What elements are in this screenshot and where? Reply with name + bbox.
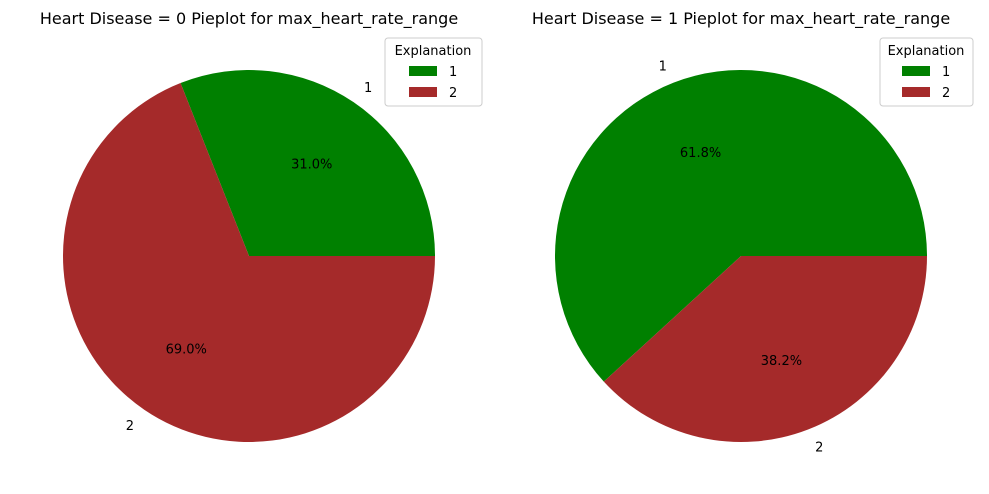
pie-slices: 61.8% 1 38.2% 2 bbox=[555, 59, 927, 456]
legend-label: 2 bbox=[942, 86, 950, 101]
slice-category-label: 2 bbox=[815, 441, 823, 456]
legend-title: Explanation bbox=[395, 44, 472, 59]
pie-panel-heart-disease-0: Heart Disease = 0 Pieplot for max_heart_… bbox=[40, 9, 483, 442]
legend-title: Explanation bbox=[888, 44, 965, 59]
legend-label: 1 bbox=[942, 65, 950, 80]
legend-label: 2 bbox=[449, 86, 457, 101]
slice-category-label: 1 bbox=[364, 81, 372, 96]
legend-swatch bbox=[409, 66, 437, 76]
slice-percent-label: 61.8% bbox=[680, 146, 721, 161]
pie-slice-1 bbox=[180, 69, 435, 256]
legend: Explanation 1 2 bbox=[879, 37, 974, 107]
slice-category-label: 2 bbox=[126, 419, 134, 434]
legend-label: 1 bbox=[449, 65, 457, 80]
chart-title: Heart Disease = 0 Pieplot for max_heart_… bbox=[40, 9, 458, 29]
pie-slices: 31.0% 1 69.0% 2 bbox=[62, 69, 436, 442]
slice-percent-label: 38.2% bbox=[761, 354, 802, 369]
pie-slice-2 bbox=[603, 256, 927, 442]
legend-swatch bbox=[409, 87, 437, 97]
legend-swatch bbox=[902, 66, 930, 76]
slice-percent-label: 31.0% bbox=[291, 158, 332, 173]
pie-slice-1 bbox=[555, 69, 927, 382]
slice-category-label: 1 bbox=[659, 59, 667, 74]
pie-panel-heart-disease-1: Heart Disease = 1 Pieplot for max_heart_… bbox=[532, 9, 974, 456]
chart-title: Heart Disease = 1 Pieplot for max_heart_… bbox=[532, 9, 950, 29]
legend: Explanation 1 2 bbox=[384, 37, 483, 107]
legend-swatch bbox=[902, 87, 930, 97]
slice-percent-label: 69.0% bbox=[166, 342, 207, 357]
pie-slice-2 bbox=[62, 83, 436, 442]
